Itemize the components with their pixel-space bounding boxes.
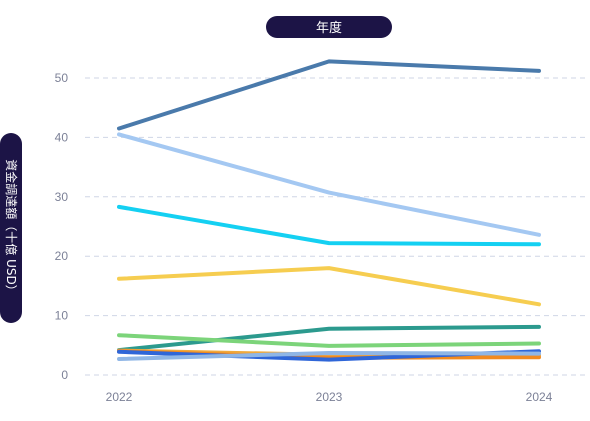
series-lines [117, 59, 541, 362]
series-line-5 [117, 324, 541, 353]
y-axis-ticks: 0 10 20 30 40 50 [55, 71, 69, 382]
x-tick-label: 2023 [316, 390, 343, 404]
y-tick-label: 30 [55, 190, 69, 204]
series-line-3 [117, 204, 541, 247]
series-line-1 [117, 59, 541, 131]
gridlines [85, 77, 585, 376]
y-axis-label: 資金調達額（十億 USD） [4, 159, 19, 296]
ylabel-pill-background [0, 133, 22, 323]
x-tick-label: 2022 [106, 390, 133, 404]
y-tick-label: 50 [55, 71, 69, 85]
y-tick-label: 20 [55, 249, 69, 263]
chart-title: 年度 [316, 20, 342, 36]
series-line-10 [117, 351, 541, 361]
x-tick-label: 2024 [526, 390, 553, 404]
y-axis-label-pill: 資金調達額（十億 USD） [0, 133, 22, 323]
series-line-2 [117, 132, 541, 237]
y-tick-label: 10 [55, 309, 69, 323]
y-tick-label: 0 [61, 368, 68, 382]
x-axis-ticks: 2022 2023 2024 [106, 390, 553, 404]
title-pill-background [266, 16, 392, 38]
series-line-6 [117, 333, 541, 348]
chart-title-pill: 年度 [266, 16, 392, 38]
series-line-4 [117, 266, 541, 307]
y-tick-label: 40 [55, 130, 69, 144]
